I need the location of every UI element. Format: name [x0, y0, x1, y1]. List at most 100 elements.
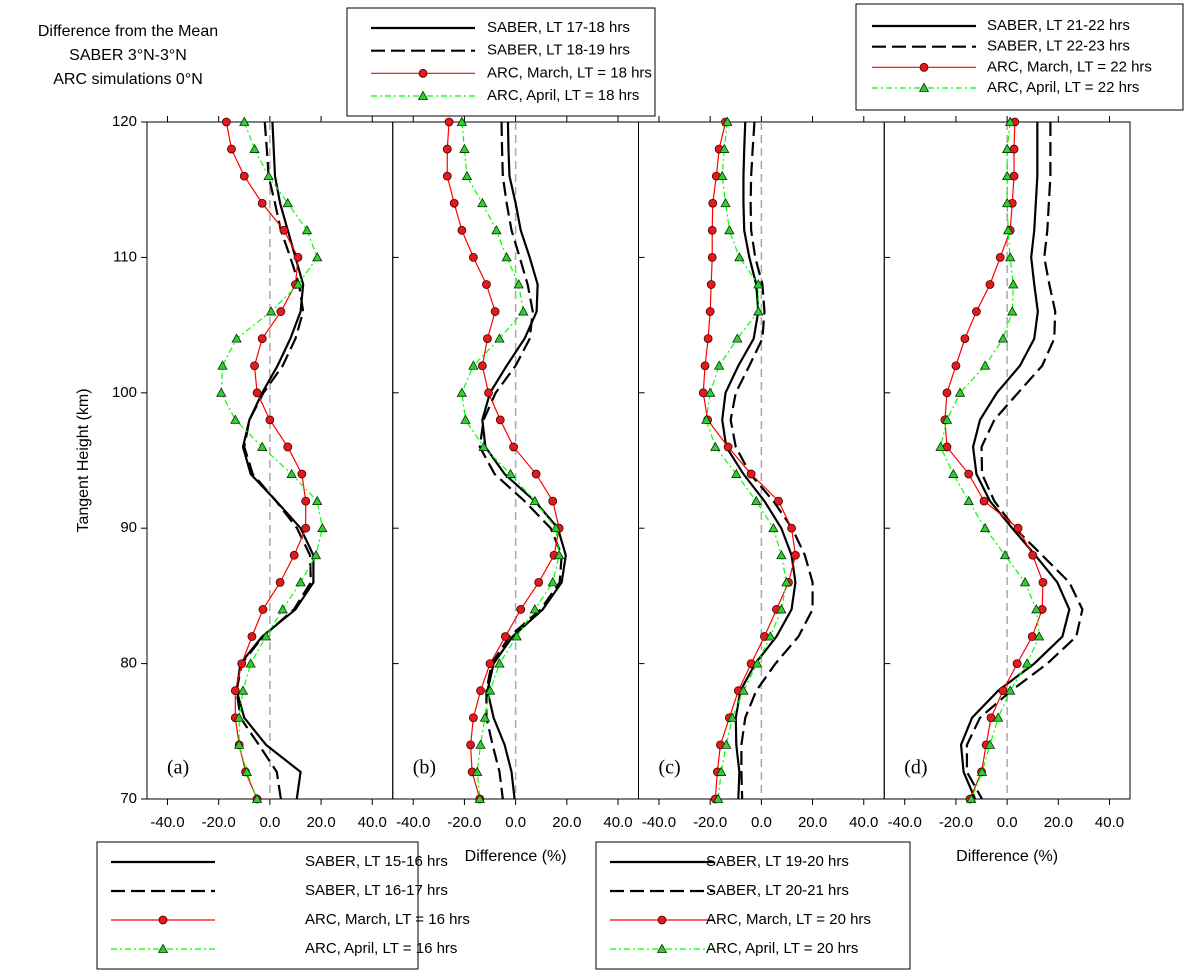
marker-triangle	[752, 658, 763, 668]
marker-triangle	[722, 116, 733, 126]
marker-triangle	[1031, 604, 1042, 614]
marker-triangle	[239, 116, 250, 126]
series-line	[478, 121, 563, 800]
marker-triangle	[550, 522, 561, 533]
x-tick-label: 0.0	[259, 814, 280, 831]
y-axis-label: Tangent Height (km)	[75, 388, 92, 532]
legend-label: ARC, April, LT = 20 hrs	[706, 940, 858, 957]
legend-label: ARC, April, LT = 18 hrs	[487, 87, 639, 104]
marker-triangle	[257, 441, 268, 451]
legend-label: SABER, LT 18-19 hrs	[487, 42, 630, 59]
marker-circle	[490, 307, 500, 316]
marker-triangle	[417, 90, 429, 100]
x-tick-label: 20.0	[798, 814, 827, 831]
marker-triangle	[475, 739, 486, 749]
marker-triangle	[984, 739, 996, 749]
marker-triangle	[292, 279, 304, 289]
marker-triangle	[477, 197, 488, 208]
legend-label: SABER, LT 20-21 hrs	[706, 882, 849, 899]
marker-triangle	[263, 170, 274, 181]
legend-box	[595, 841, 911, 970]
legend: SABER, LT 19-20 hrs SABER, LT 20-21 hrs AR…	[595, 841, 911, 970]
series-line	[446, 121, 560, 800]
legend: SABER, LT 21-22 hrs SABER, LT 22-23 hrs AR…	[855, 3, 1184, 111]
series-line	[702, 121, 797, 800]
marker-triangle	[979, 522, 991, 533]
marker-triangle	[954, 387, 966, 397]
marker-triangle	[312, 495, 323, 506]
marker-circle	[265, 415, 275, 425]
marker-circle	[297, 469, 307, 479]
marker-triangle	[317, 522, 328, 533]
marker-triangle	[721, 739, 732, 749]
marker-triangle	[656, 943, 668, 953]
marker-triangle	[731, 468, 742, 478]
marker-triangle	[237, 685, 249, 695]
x-tick-label: -20.0	[202, 814, 236, 831]
marker-triangle	[1021, 658, 1033, 668]
marker-triangle	[233, 739, 245, 749]
marker-circle	[444, 117, 454, 127]
marker-circle	[293, 252, 303, 262]
marker-triangle	[935, 441, 946, 451]
marker-circle	[276, 307, 286, 316]
marker-triangle	[216, 387, 227, 397]
marker-triangle	[1005, 116, 1016, 126]
marker-triangle	[529, 495, 541, 506]
marker-triangle	[494, 333, 505, 343]
marker-circle	[442, 144, 452, 154]
marker-triangle	[277, 604, 288, 614]
marker-circle	[247, 632, 257, 641]
marker-circle	[942, 388, 952, 398]
marker-circle	[301, 523, 311, 533]
marker-triangle	[732, 333, 743, 343]
legend-label: SABER, LT 17-18 hrs	[487, 19, 630, 36]
marker-triangle	[1005, 252, 1016, 262]
legend-label: ARC, March, LT = 16 hrs	[305, 911, 470, 928]
legend-box	[855, 3, 1184, 111]
marker-circle	[158, 915, 168, 925]
marker-triangle	[1001, 143, 1013, 153]
marker-circle	[705, 307, 715, 316]
marker-triangle	[459, 143, 470, 153]
marker-circle	[919, 62, 929, 72]
legend-label: SABER, LT 19-20 hrs	[706, 853, 849, 870]
marker-circle	[468, 252, 478, 262]
marker-triangle	[456, 387, 468, 397]
marker-triangle	[282, 197, 293, 208]
marker-circle	[477, 361, 487, 371]
x-tick-label: -40.0	[642, 814, 676, 831]
x-tick-label: -20.0	[939, 814, 973, 831]
marker-triangle	[713, 360, 725, 370]
marker-circle	[457, 225, 467, 235]
marker-triangle	[494, 658, 505, 668]
series-line	[959, 122, 1071, 800]
legend-box	[96, 841, 419, 970]
x-axis-label: Difference (%)	[465, 848, 567, 865]
marker-circle	[485, 659, 495, 668]
marker-triangle	[751, 495, 762, 506]
marker-triangle	[460, 414, 471, 424]
marker-triangle	[310, 549, 322, 560]
marker-circle	[516, 605, 526, 614]
marker-circle	[723, 442, 733, 452]
marker-triangle	[1001, 197, 1013, 208]
marker-circle	[985, 280, 995, 289]
marker-triangle	[1001, 170, 1013, 181]
marker-circle	[449, 198, 459, 208]
marker-circle	[746, 469, 756, 479]
marker-triangle	[738, 685, 749, 695]
marker-circle	[301, 496, 311, 506]
marker-triangle	[724, 225, 735, 235]
legend: SABER, LT 17-18 hrs SABER, LT 18-19 hrs AR…	[346, 7, 656, 117]
marker-triangle	[230, 414, 241, 424]
marker-circle	[495, 415, 505, 425]
x-tick-label: 20.0	[1044, 814, 1073, 831]
marker-circle	[237, 659, 247, 668]
marker-circle	[227, 144, 236, 154]
marker-triangle	[1005, 685, 1016, 695]
x-tick-label: 40.0	[358, 814, 387, 831]
x-tick-label: 0.0	[997, 814, 1018, 831]
marker-circle	[257, 334, 267, 344]
panel: -40.0 -20.0 0.0 20.0 40.0 Difference (%) (b)	[392, 116, 639, 865]
